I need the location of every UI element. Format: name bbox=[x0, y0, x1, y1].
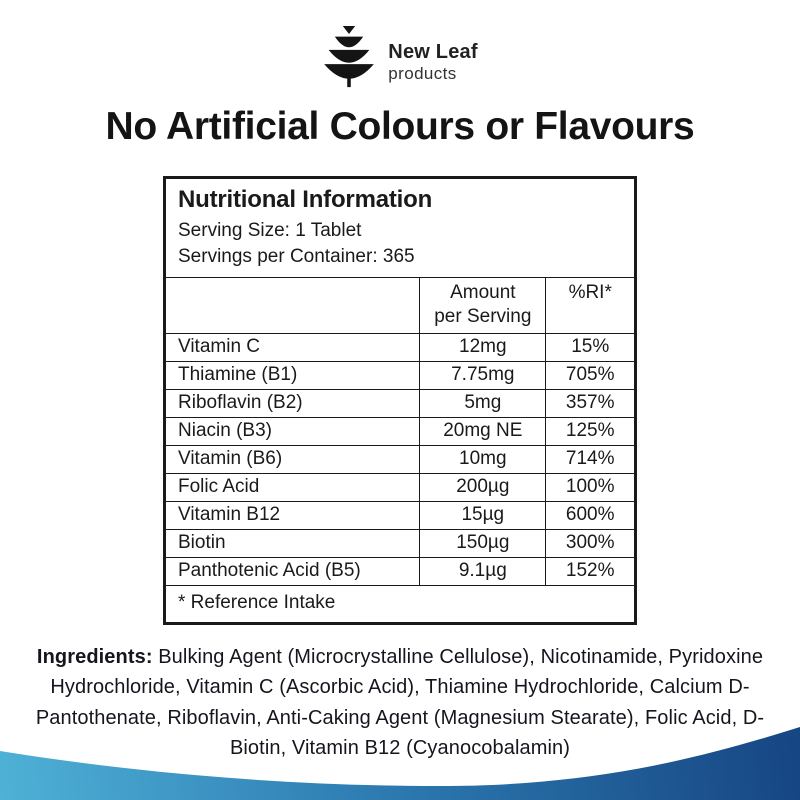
column-header-amount: Amount per Serving bbox=[419, 277, 547, 334]
nutrient-amount: 15µg bbox=[419, 500, 547, 530]
table-info-row: Nutritional Information Serving Size: 1 … bbox=[164, 176, 636, 279]
brand-name: New Leaf bbox=[388, 41, 478, 63]
nutrient-name: Vitamin B12 bbox=[163, 500, 421, 530]
reference-intake-footnote: * Reference Intake bbox=[164, 584, 636, 624]
nutrient-ri: 100% bbox=[545, 472, 636, 502]
table-row: Riboflavin (B2) 5mg 357% bbox=[163, 388, 636, 418]
nutrition-table-container: Nutritional Information Serving Size: 1 … bbox=[163, 176, 637, 625]
nutrient-name: Vitamin C bbox=[163, 332, 421, 362]
nutrient-amount: 9.1µg bbox=[419, 556, 547, 586]
nutrient-amount: 5mg bbox=[419, 388, 547, 418]
nutrition-table: Nutritional Information Serving Size: 1 … bbox=[163, 176, 637, 625]
table-info-cell: Nutritional Information Serving Size: 1 … bbox=[164, 176, 636, 279]
nutrient-ri: 300% bbox=[545, 528, 636, 558]
nutrient-ri: 705% bbox=[545, 360, 636, 390]
table-row: Vitamin (B6) 10mg 714% bbox=[163, 444, 636, 474]
nutrient-amount: 12mg bbox=[419, 332, 547, 362]
nutrient-amount: 7.75mg bbox=[419, 360, 547, 390]
brand-subtitle: products bbox=[388, 64, 457, 83]
nutrient-name: Biotin bbox=[163, 528, 421, 558]
serving-size: Serving Size: 1 Tablet bbox=[178, 220, 362, 241]
nutrient-ri: 152% bbox=[545, 556, 636, 586]
table-row: Niacin (B3) 20mg NE 125% bbox=[163, 416, 636, 446]
table-row: Folic Acid 200µg 100% bbox=[163, 472, 636, 502]
table-title: Nutritional Information bbox=[178, 186, 433, 213]
nutrient-amount: 200µg bbox=[419, 472, 547, 502]
headline: No Artificial Colours or Flavours bbox=[105, 105, 695, 148]
table-column-header-row: Amount per Serving %RI* bbox=[163, 277, 636, 334]
nutrient-name: Thiamine (B1) bbox=[163, 360, 421, 390]
table-row: Vitamin B12 15µg 600% bbox=[163, 500, 636, 530]
nutrient-amount: 150µg bbox=[419, 528, 547, 558]
ingredients-paragraph: Ingredients: Bulking Agent (Microcrystal… bbox=[35, 642, 765, 764]
nutrient-name: Panthotenic Acid (B5) bbox=[163, 556, 421, 586]
brand-logo: New Leaf products bbox=[0, 0, 800, 92]
nutrient-name: Niacin (B3) bbox=[163, 416, 421, 446]
table-footnote-row: * Reference Intake bbox=[164, 584, 636, 624]
ingredients-label: Ingredients: bbox=[36, 645, 153, 668]
table-row: Thiamine (B1) 7.75mg 705% bbox=[163, 360, 636, 390]
nutrient-ri: 15% bbox=[545, 332, 636, 362]
nutrient-ri: 600% bbox=[545, 500, 636, 530]
column-header-blank bbox=[163, 277, 421, 334]
nutrient-ri: 125% bbox=[545, 416, 636, 446]
tree-icon bbox=[322, 26, 376, 88]
servings-per-container: Servings per Container: 365 bbox=[178, 246, 415, 268]
nutrient-name: Folic Acid bbox=[163, 472, 421, 502]
nutrient-ri: 357% bbox=[545, 388, 636, 418]
column-header-ri: %RI* bbox=[545, 277, 636, 334]
table-row: Panthotenic Acid (B5) 9.1µg 152% bbox=[163, 556, 636, 586]
table-row: Biotin 150µg 300% bbox=[163, 528, 636, 558]
nutrient-amount: 20mg NE bbox=[419, 416, 547, 446]
nutrient-ri: 714% bbox=[545, 444, 636, 474]
table-row: Vitamin C 12mg 15% bbox=[163, 332, 636, 362]
brand-text: New Leaf products bbox=[388, 42, 477, 82]
nutrient-name: Riboflavin (B2) bbox=[163, 388, 421, 418]
nutrient-amount: 10mg bbox=[419, 444, 547, 474]
nutrient-name: Vitamin (B6) bbox=[163, 444, 421, 474]
